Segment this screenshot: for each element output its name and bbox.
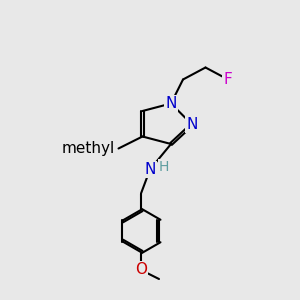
Text: methyl: methyl [62, 141, 115, 156]
Text: F: F [224, 72, 232, 87]
Text: N: N [165, 96, 177, 111]
Text: O: O [135, 262, 147, 278]
Text: H: H [158, 160, 169, 173]
Text: N: N [144, 162, 156, 177]
Polygon shape [142, 103, 192, 144]
Text: N: N [186, 117, 198, 132]
